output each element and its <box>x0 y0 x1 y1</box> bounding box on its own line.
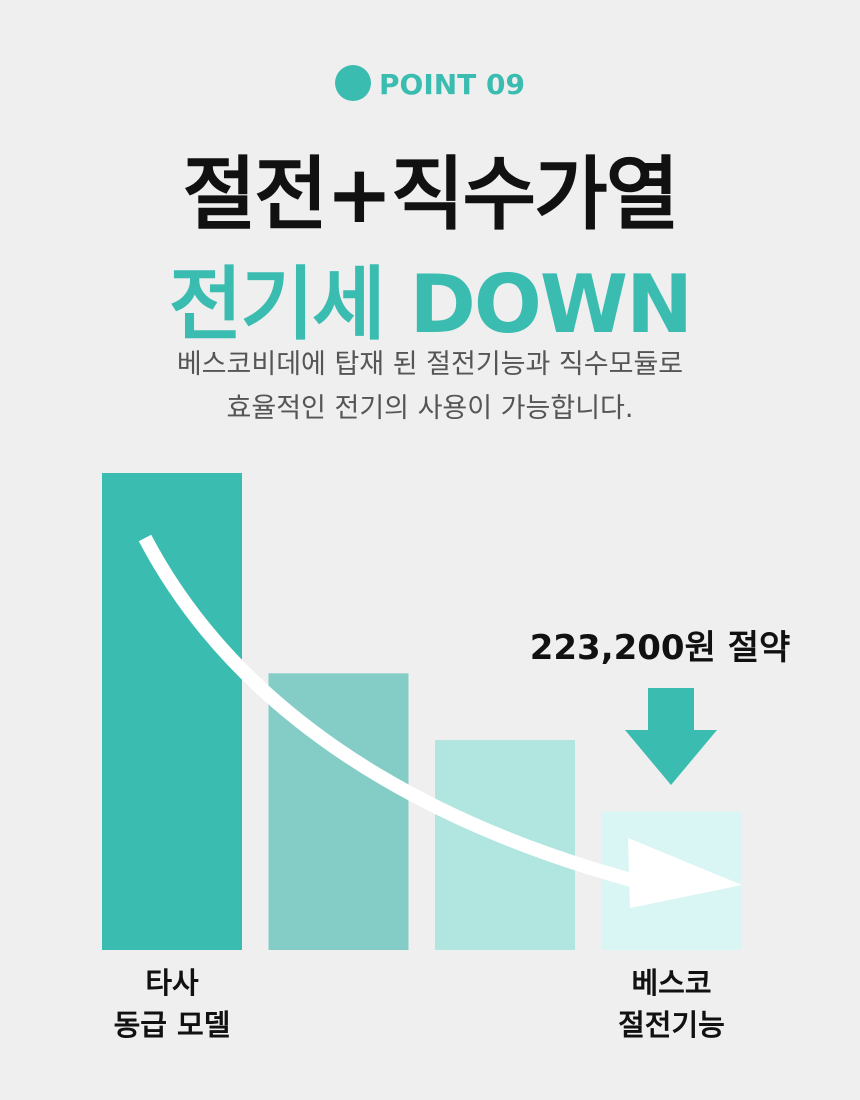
description: 베스코비데에 탑재 된 절전기능과 직수모듈로 효율적인 전기의 사용이 가능합… <box>0 343 860 431</box>
trend-arrow-head <box>628 838 742 908</box>
badge-dot <box>335 65 371 101</box>
description-line: 베스코비데에 탑재 된 절전기능과 직수모듈로 <box>176 349 684 380</box>
title-highlight: 전기세 DOWN <box>168 258 693 351</box>
badge: POINT 09 <box>0 65 860 104</box>
down-arrow <box>625 688 717 785</box>
bars <box>102 473 742 950</box>
badge-text: POINT 09 <box>379 68 525 101</box>
category-label: 타사 동급 모델 <box>113 966 231 1042</box>
trend-arrow <box>138 534 652 892</box>
annotation: 223,200원 절약 <box>529 628 791 668</box>
description-line: 효율적인 전기의 사용이 가능합니다. <box>226 393 634 424</box>
bar <box>102 473 242 950</box>
title: 절전+직수가열 <box>182 148 680 241</box>
category-label: 베스코 절전기능 <box>618 966 725 1042</box>
